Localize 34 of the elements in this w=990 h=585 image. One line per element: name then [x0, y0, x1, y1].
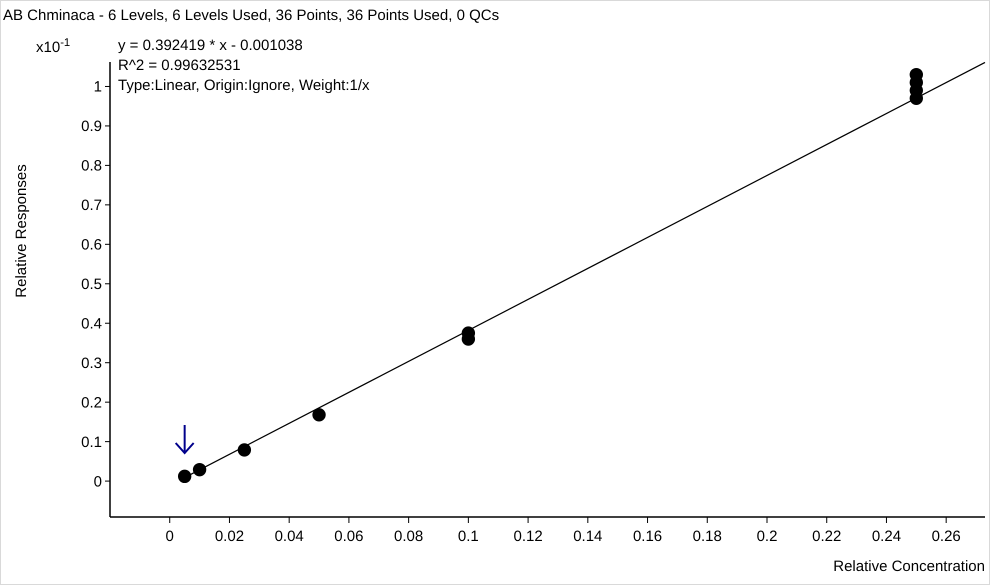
x-tick-label: 0.12	[513, 528, 543, 545]
y-tick-label: 0.7	[81, 197, 102, 214]
y-tick-label: 0	[94, 473, 102, 490]
x-tick-label: 0.16	[632, 528, 662, 545]
x-tick-label: 0.2	[756, 528, 778, 545]
y-axis-title: Relative Responses	[13, 164, 30, 298]
x-tick-label: 0.06	[334, 528, 364, 545]
annotation: R^2 = 0.99632531	[118, 57, 241, 74]
point	[312, 408, 326, 422]
annotation: Type:Linear, Origin:Ignore, Weight:1/x	[118, 77, 370, 94]
x-tick-label: 0.14	[573, 528, 602, 545]
y-tick-label: 0.8	[81, 158, 102, 175]
x-tick-label: 0.26	[932, 528, 961, 545]
x-tick-label: 0.22	[812, 528, 842, 545]
x-tick-label: 0.02	[214, 528, 244, 545]
x-tick-label: 0	[166, 528, 174, 545]
point	[178, 470, 192, 484]
x-tick-label: 0.04	[274, 528, 304, 545]
y-tick-label: 0.4	[81, 315, 102, 332]
y-tick-label: 1	[94, 78, 102, 96]
x-axis-title: Relative Concentration	[833, 558, 985, 575]
x-tick-label: 0.1	[458, 528, 479, 545]
y-tick-label: 0.3	[81, 354, 102, 372]
y-tick-label: 0.1	[81, 434, 102, 451]
y-tick-label: 0.5	[81, 276, 102, 294]
chart-title: AB Chminaca - 6 Levels, 6 Levels Used, 36 Points, 36 Points Used, 0 QCs	[3, 7, 500, 24]
text: x10$^{-1}$	[36, 37, 70, 56]
x-tick-label: 0.24	[872, 528, 902, 545]
y-tick-label: 0.9	[81, 118, 102, 136]
x-tick-label: 0.08	[394, 528, 424, 545]
x-tick-label: 0.18	[692, 528, 722, 545]
y-tick-label: 0.6	[81, 236, 102, 254]
text: y = 0.392419 * x - 0.001038	[118, 37, 303, 54]
y-tick-label: 0.2	[81, 394, 102, 412]
